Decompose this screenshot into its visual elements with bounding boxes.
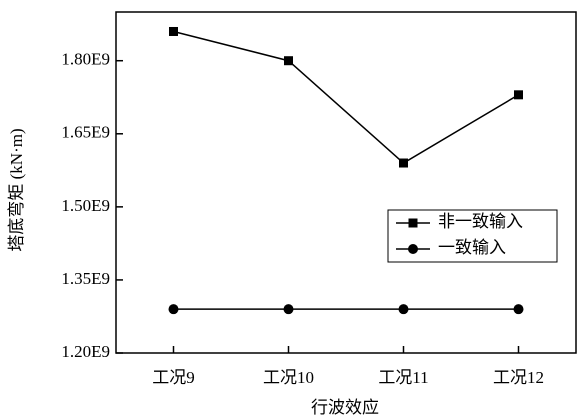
- y-tick-label: 1.20E9: [61, 342, 110, 361]
- x-tick-label: 工况11: [378, 368, 428, 387]
- x-tick-label: 工况10: [263, 368, 314, 387]
- legend-label: 一致输入: [438, 238, 506, 257]
- marker: [408, 244, 418, 254]
- marker: [398, 304, 409, 315]
- marker: [283, 304, 294, 315]
- marker: [168, 304, 179, 315]
- y-tick-label: 1.65E9: [61, 123, 110, 142]
- marker: [514, 90, 523, 100]
- x-tick-label: 工况12: [493, 368, 544, 387]
- y-tick-label: 1.50E9: [61, 196, 110, 215]
- series-line: [173, 30, 519, 164]
- x-axis-label: 行波效应: [311, 398, 379, 417]
- marker: [513, 304, 524, 315]
- y-tick-label: 1.80E9: [61, 50, 110, 69]
- legend-label: 非一致输入: [438, 212, 523, 231]
- marker: [408, 218, 418, 228]
- y-tick-label: 1.35E9: [61, 269, 110, 288]
- y-axis-label: 塔底弯矩 (kN·m): [7, 128, 26, 251]
- marker: [169, 26, 178, 36]
- x-tick-label: 工况9: [152, 368, 195, 387]
- plot-frame: [115, 11, 577, 354]
- marker: [399, 158, 408, 168]
- marker: [284, 56, 293, 66]
